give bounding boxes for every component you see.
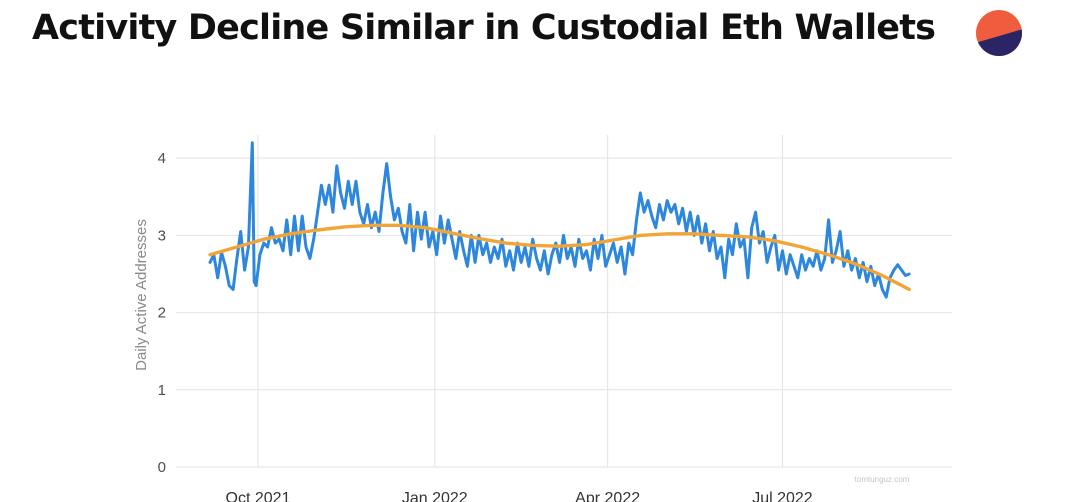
y-tick-label: 1 (158, 382, 166, 399)
y-tick-label: 3 (158, 227, 166, 244)
x-tick-label: Jul 2022 (752, 490, 813, 502)
y-axis-label: Daily Active Addresses (133, 219, 150, 371)
y-tick-label: 0 (158, 459, 166, 476)
x-tick-label: Apr 2022 (575, 490, 640, 502)
x-tick-label: Oct 2021 (226, 490, 291, 502)
y-tick-label: 2 (158, 305, 166, 322)
chart-grid (176, 135, 952, 468)
y-tick-label: 4 (158, 150, 166, 167)
chart-series (208, 141, 911, 299)
page-title: Activity Decline Similar in Custodial Et… (32, 8, 936, 48)
watermark-text: tomtunguz.com (855, 475, 910, 484)
x-tick-label: Jan 2022 (402, 490, 468, 502)
series-line-daily (208, 141, 911, 299)
logo-bottom-half (976, 29, 1022, 56)
brand-logo-icon (976, 10, 1022, 56)
y-tick-labels: 0 1 2 3 4 (158, 150, 166, 476)
x-tick-labels: Oct 2021 Jan 2022 Apr 2022 Jul 2022 (226, 490, 813, 502)
series-line-trend (208, 223, 911, 292)
